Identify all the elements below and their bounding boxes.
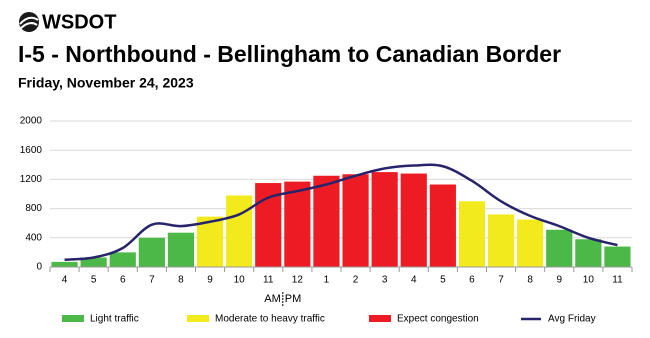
x-tick-label: 1: [324, 275, 330, 286]
am-label: AM: [264, 293, 281, 305]
bar: [167, 232, 195, 267]
x-tick-label: 12: [292, 275, 304, 286]
bar: [313, 175, 340, 267]
x-tick-label: 9: [556, 275, 562, 286]
bar: [517, 219, 544, 267]
x-tick-label: 6: [120, 275, 126, 286]
bar: [487, 214, 515, 267]
avg-line: [64, 163, 618, 261]
bar: [284, 181, 311, 267]
bar: [51, 261, 78, 267]
brand: WSDOT: [42, 11, 116, 33]
x-tick-label: 11: [263, 275, 274, 286]
legend-label: Avg Friday: [548, 314, 596, 325]
bar: [546, 229, 573, 267]
bar: [138, 237, 165, 267]
chart-subtitle: Friday, November 24, 2023: [18, 75, 194, 91]
x-tick-label: 4: [62, 275, 68, 286]
bar: [604, 246, 631, 267]
x-tick-label: 6: [469, 275, 475, 286]
legend-swatch: [369, 315, 391, 322]
legend-swatch: [62, 315, 84, 322]
y-tick-label: 2000: [20, 116, 43, 127]
y-tick-label: 1200: [20, 174, 43, 185]
x-tick-label: 10: [234, 275, 246, 286]
bar: [226, 195, 253, 267]
x-tick-label: 2: [353, 275, 359, 286]
y-tick-label: 400: [25, 232, 42, 243]
bar: [400, 173, 427, 267]
x-tick-label: 4: [411, 275, 417, 286]
x-tick-label: 10: [583, 275, 595, 286]
x-tick-label: 5: [91, 275, 97, 286]
y-tick-label: 800: [25, 203, 42, 214]
y-tick-label: 0: [36, 262, 42, 273]
bar: [109, 252, 136, 267]
logo: WSDOT: [19, 11, 116, 33]
x-tick-label: 7: [149, 275, 155, 286]
bar: [342, 174, 369, 267]
bar: [429, 184, 456, 267]
bar: [80, 257, 107, 267]
pm-label: PM: [285, 293, 302, 305]
chart-title: I-5 - Northbound - Bellingham to Canadia…: [18, 41, 561, 67]
x-tick-label: 8: [527, 275, 533, 286]
legend-label: Light traffic: [90, 314, 139, 325]
x-tick-label: 5: [440, 275, 446, 286]
legend-swatch: [187, 315, 209, 322]
legend-label: Moderate to heavy traffic: [215, 314, 325, 325]
bar: [575, 239, 602, 267]
x-tick-label: 3: [382, 275, 388, 286]
bar: [196, 216, 224, 267]
x-tick-label: 7: [498, 275, 504, 286]
x-tick-label: 11: [612, 275, 623, 286]
x-tick-label: 9: [207, 275, 213, 286]
legend-label: Expect congestion: [397, 314, 479, 325]
x-tick-label: 8: [178, 275, 184, 286]
bar: [371, 172, 398, 267]
y-tick-label: 1600: [20, 145, 43, 156]
bar: [458, 201, 486, 267]
